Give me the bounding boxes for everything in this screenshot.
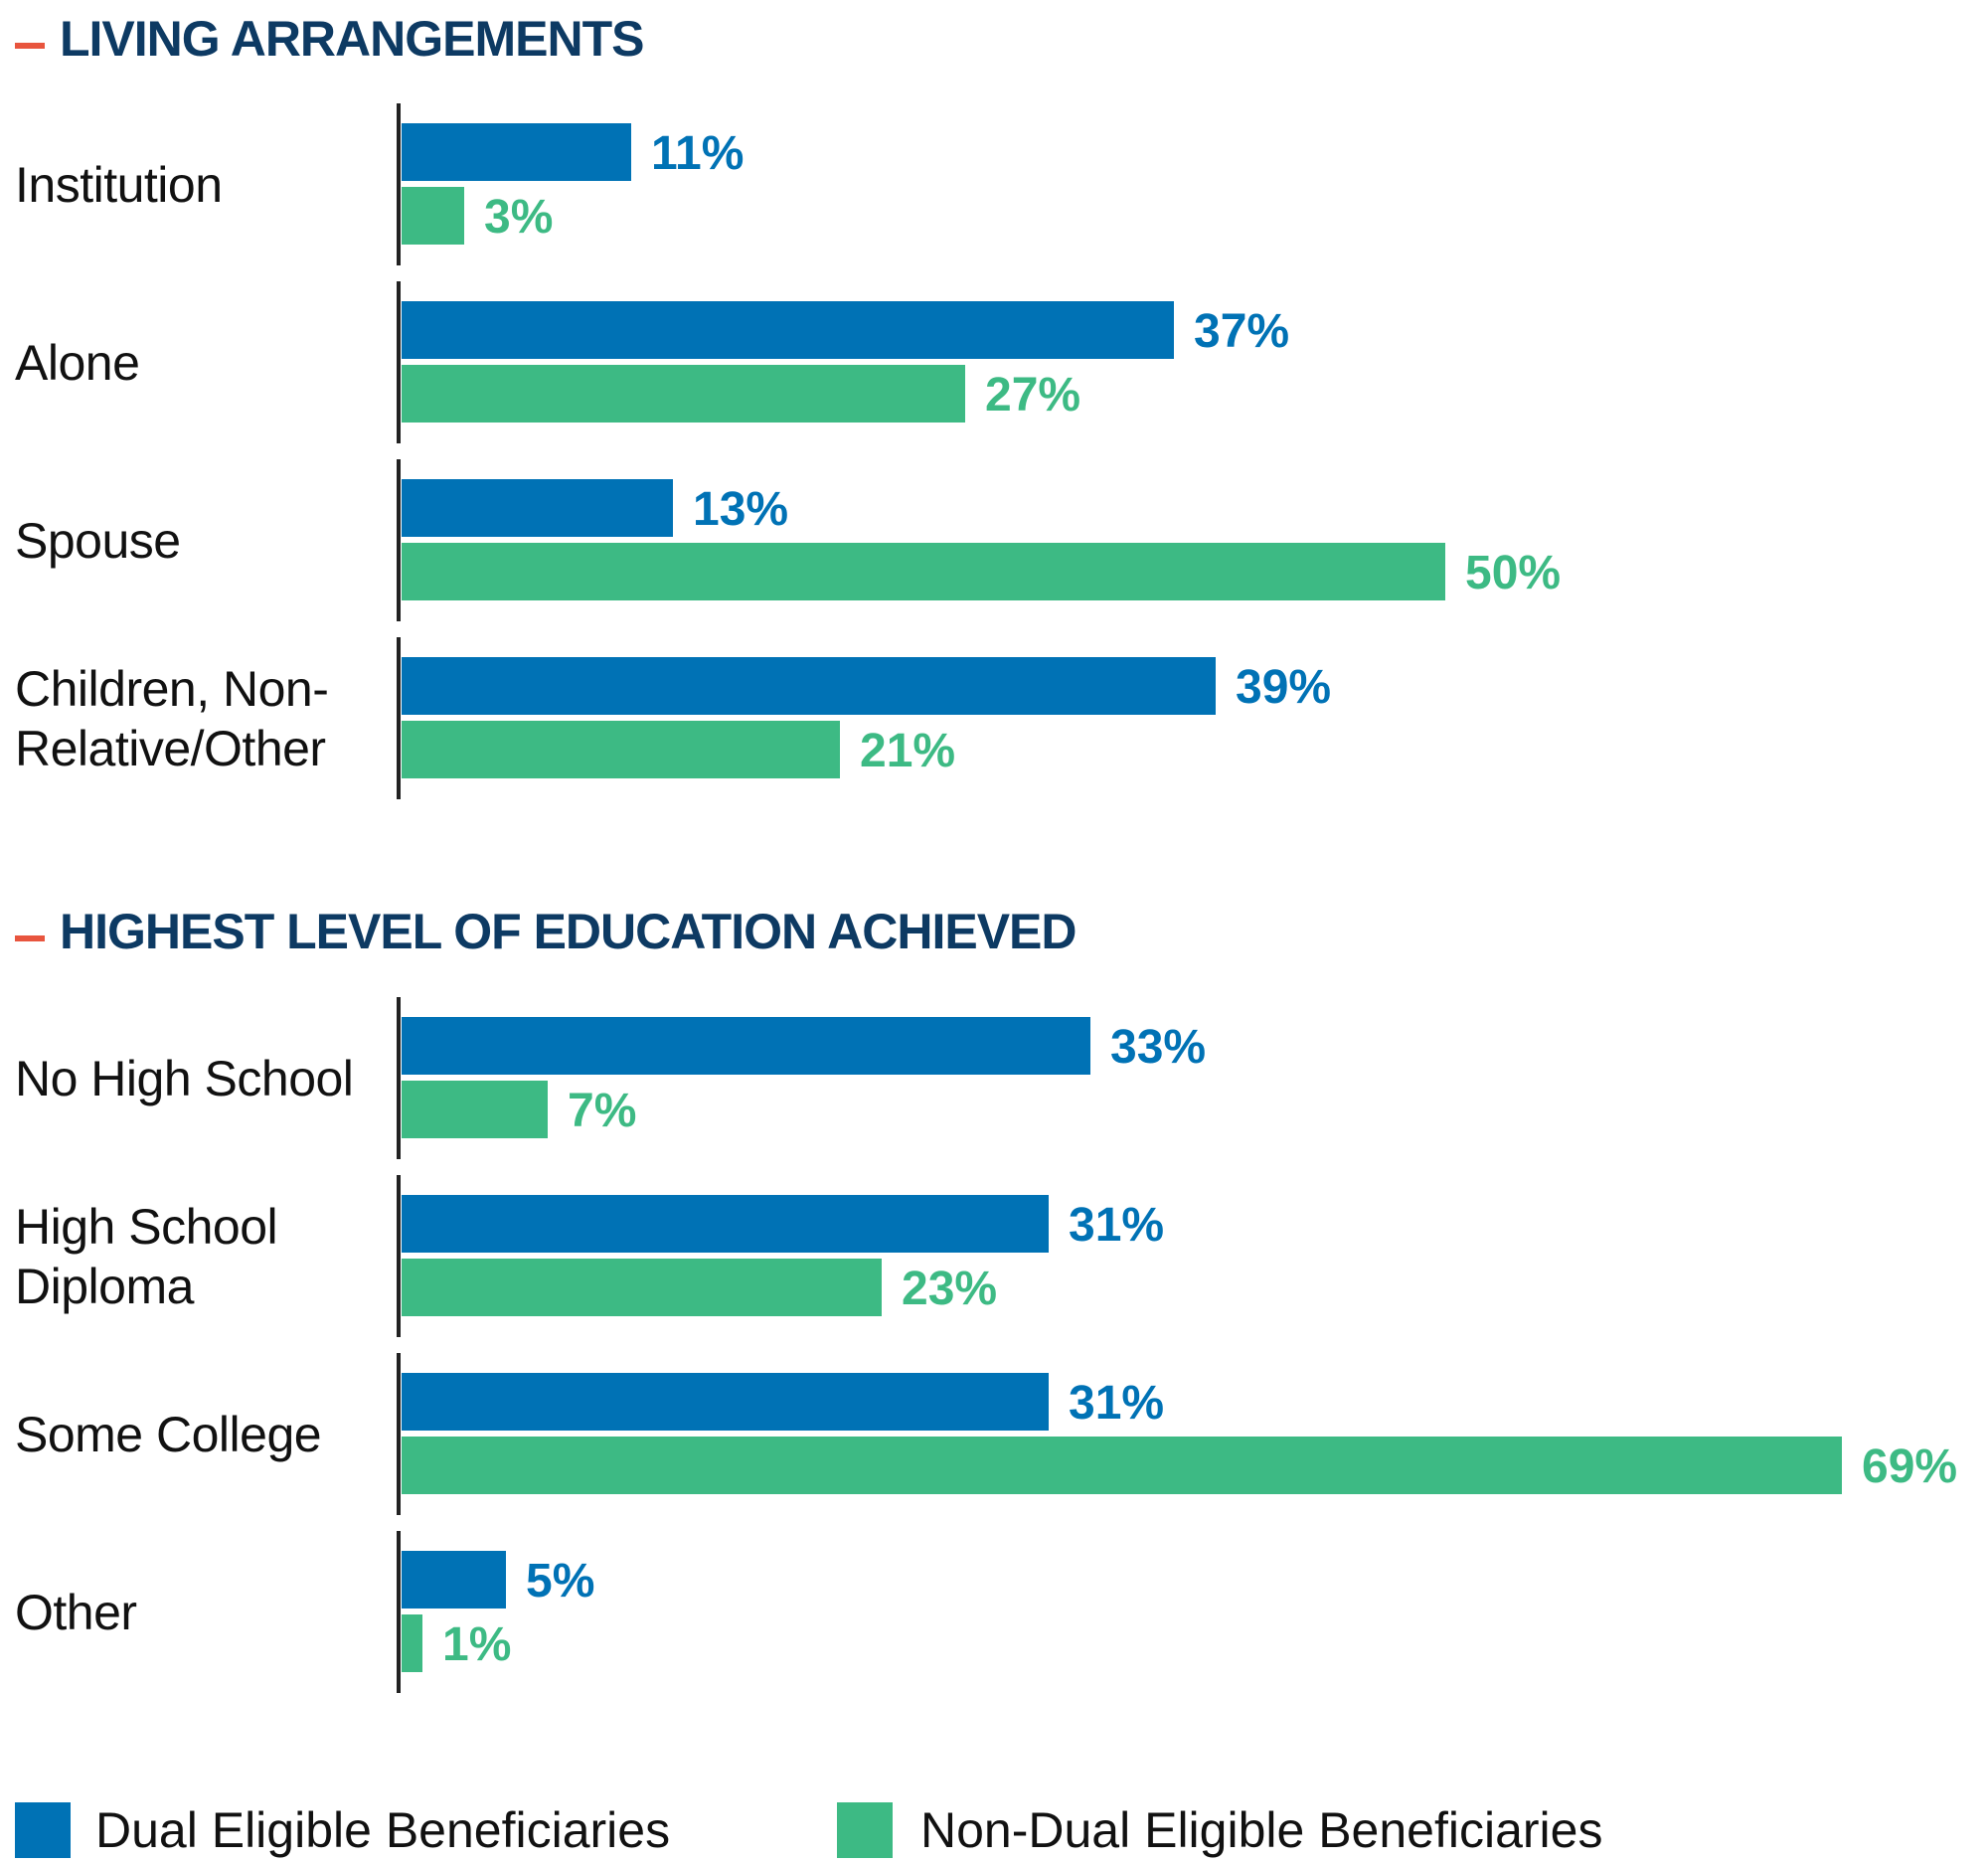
bar-non-dual: [402, 1081, 548, 1138]
section-dash: [15, 935, 45, 941]
value-label-non-dual: 21%: [860, 725, 956, 777]
value-label-dual: 5%: [526, 1555, 595, 1608]
category-label: Spouse: [15, 513, 181, 569]
value-label-dual: 31%: [1069, 1199, 1165, 1252]
category-label: Alone: [15, 335, 140, 391]
value-label-non-dual: 69%: [1862, 1440, 1958, 1493]
bar-non-dual: [402, 1614, 422, 1672]
category-label: No High School: [15, 1051, 354, 1106]
axis-segment: [397, 281, 401, 443]
axis-segment: [397, 459, 401, 621]
bar-non-dual: [402, 721, 840, 778]
section-title: HIGHEST LEVEL OF EDUCATION ACHIEVED: [60, 904, 1077, 959]
value-label-dual: 39%: [1236, 661, 1332, 714]
category-label: Some College: [15, 1407, 322, 1462]
legend-label-non-dual: Non-Dual Eligible Beneficiaries: [920, 1802, 1603, 1858]
axis-segment: [397, 997, 401, 1159]
section-dash: [15, 43, 45, 49]
bar-dual: [402, 1195, 1049, 1253]
value-label-non-dual: 27%: [985, 369, 1081, 422]
legend-swatch-non-dual: [837, 1802, 893, 1858]
legend-swatch-dual: [15, 1802, 71, 1858]
bar-dual: [402, 1017, 1090, 1075]
category-label: Children, Non-Relative/Other: [15, 661, 329, 776]
section-title: LIVING ARRANGEMENTS: [60, 11, 644, 67]
bar-non-dual: [402, 1259, 882, 1316]
value-label-non-dual: 23%: [902, 1263, 998, 1315]
category-label: High School Diploma: [15, 1199, 278, 1314]
bar-non-dual: [402, 365, 965, 423]
bar-dual: [402, 479, 673, 537]
bar-dual: [402, 123, 631, 181]
axis-segment: [397, 1353, 401, 1515]
bar-non-dual: [402, 543, 1445, 600]
value-label-non-dual: 7%: [568, 1085, 637, 1137]
value-label-dual: 13%: [693, 483, 789, 536]
axis-segment: [397, 1175, 401, 1337]
value-label-non-dual: 3%: [484, 191, 554, 244]
axis-segment: [397, 103, 401, 265]
bar-non-dual: [402, 1437, 1842, 1494]
axis-segment: [397, 637, 401, 799]
bar-non-dual: [402, 187, 464, 245]
value-label-dual: 33%: [1110, 1021, 1207, 1074]
value-label-dual: 31%: [1069, 1377, 1165, 1430]
bar-dual: [402, 1373, 1049, 1431]
value-label-dual: 11%: [651, 127, 745, 180]
bar-dual: [402, 657, 1216, 715]
category-label: Other: [15, 1585, 137, 1640]
axis-segment: [397, 1531, 401, 1693]
bar-dual: [402, 301, 1174, 359]
legend-label-dual: Dual Eligible Beneficiaries: [95, 1802, 671, 1858]
bar-dual: [402, 1551, 506, 1609]
value-label-non-dual: 50%: [1465, 547, 1562, 599]
category-label: Institution: [15, 157, 223, 213]
value-label-dual: 37%: [1194, 305, 1290, 358]
value-label-non-dual: 1%: [442, 1618, 512, 1671]
